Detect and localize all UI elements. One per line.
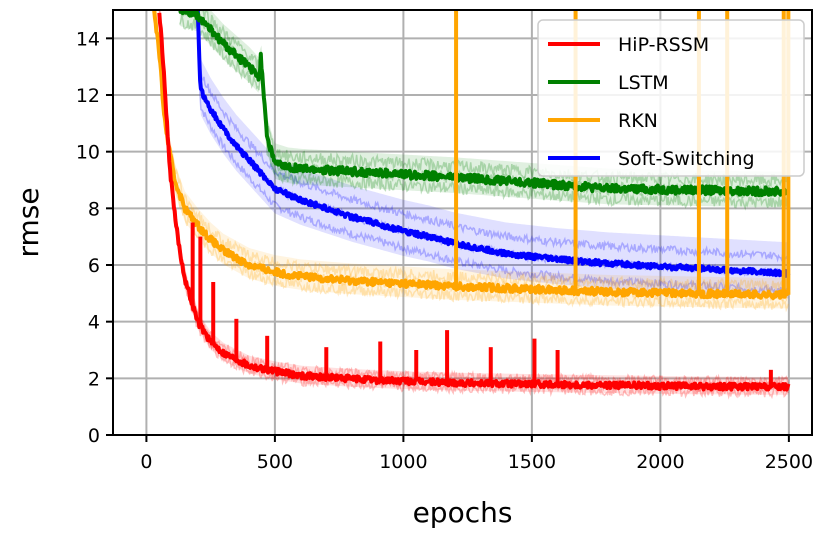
y-axis-ticks: 0 2 4 6 8 10 12 14 <box>76 28 113 447</box>
y-tick-label: 8 <box>88 198 100 220</box>
x-tick-label: 2500 <box>765 451 813 473</box>
y-tick-label: 0 <box>88 425 100 447</box>
y-tick-label: 6 <box>88 255 100 277</box>
band-lstm <box>179 10 789 208</box>
y-axis-label: rmse <box>12 187 45 257</box>
legend-label: Soft-Switching <box>618 148 755 170</box>
run-lstm <box>196 10 790 189</box>
x-axis-ticks: 0 500 1000 1500 2000 2500 <box>140 435 813 473</box>
band-rkn <box>154 10 788 309</box>
x-tick-label: 500 <box>257 451 293 473</box>
legend: HiP-RSSM LSTM RKN Soft-Switching <box>537 19 805 177</box>
run-soft-switching <box>197 10 790 263</box>
band-soft-switching <box>197 10 789 299</box>
y-tick-label: 2 <box>88 368 100 390</box>
x-tick-label: 0 <box>140 451 152 473</box>
y-tick-label: 10 <box>76 142 100 164</box>
x-tick-label: 1500 <box>508 451 556 473</box>
legend-label: RKN <box>618 110 658 132</box>
x-axis-label: epochs <box>413 496 513 529</box>
x-tick-label: 1000 <box>379 451 427 473</box>
y-tick-label: 12 <box>76 85 100 107</box>
legend-label: HiP-RSSM <box>618 34 709 56</box>
line-hip-rssm <box>157 12 791 392</box>
run-rkn <box>153 16 790 313</box>
line-soft-switching <box>195 10 791 278</box>
run-lstm <box>179 15 790 211</box>
series-lines <box>152 10 791 392</box>
plot-frame <box>112 9 813 436</box>
y-tick-label: 14 <box>76 28 100 50</box>
x-tick-label: 2000 <box>636 451 684 473</box>
run-soft-switching <box>197 27 790 296</box>
legend-label: LSTM <box>618 72 669 94</box>
line-rkn <box>152 10 791 301</box>
line-lstm <box>178 10 791 198</box>
y-tick-label: 4 <box>88 312 100 334</box>
legend-box <box>537 19 805 177</box>
